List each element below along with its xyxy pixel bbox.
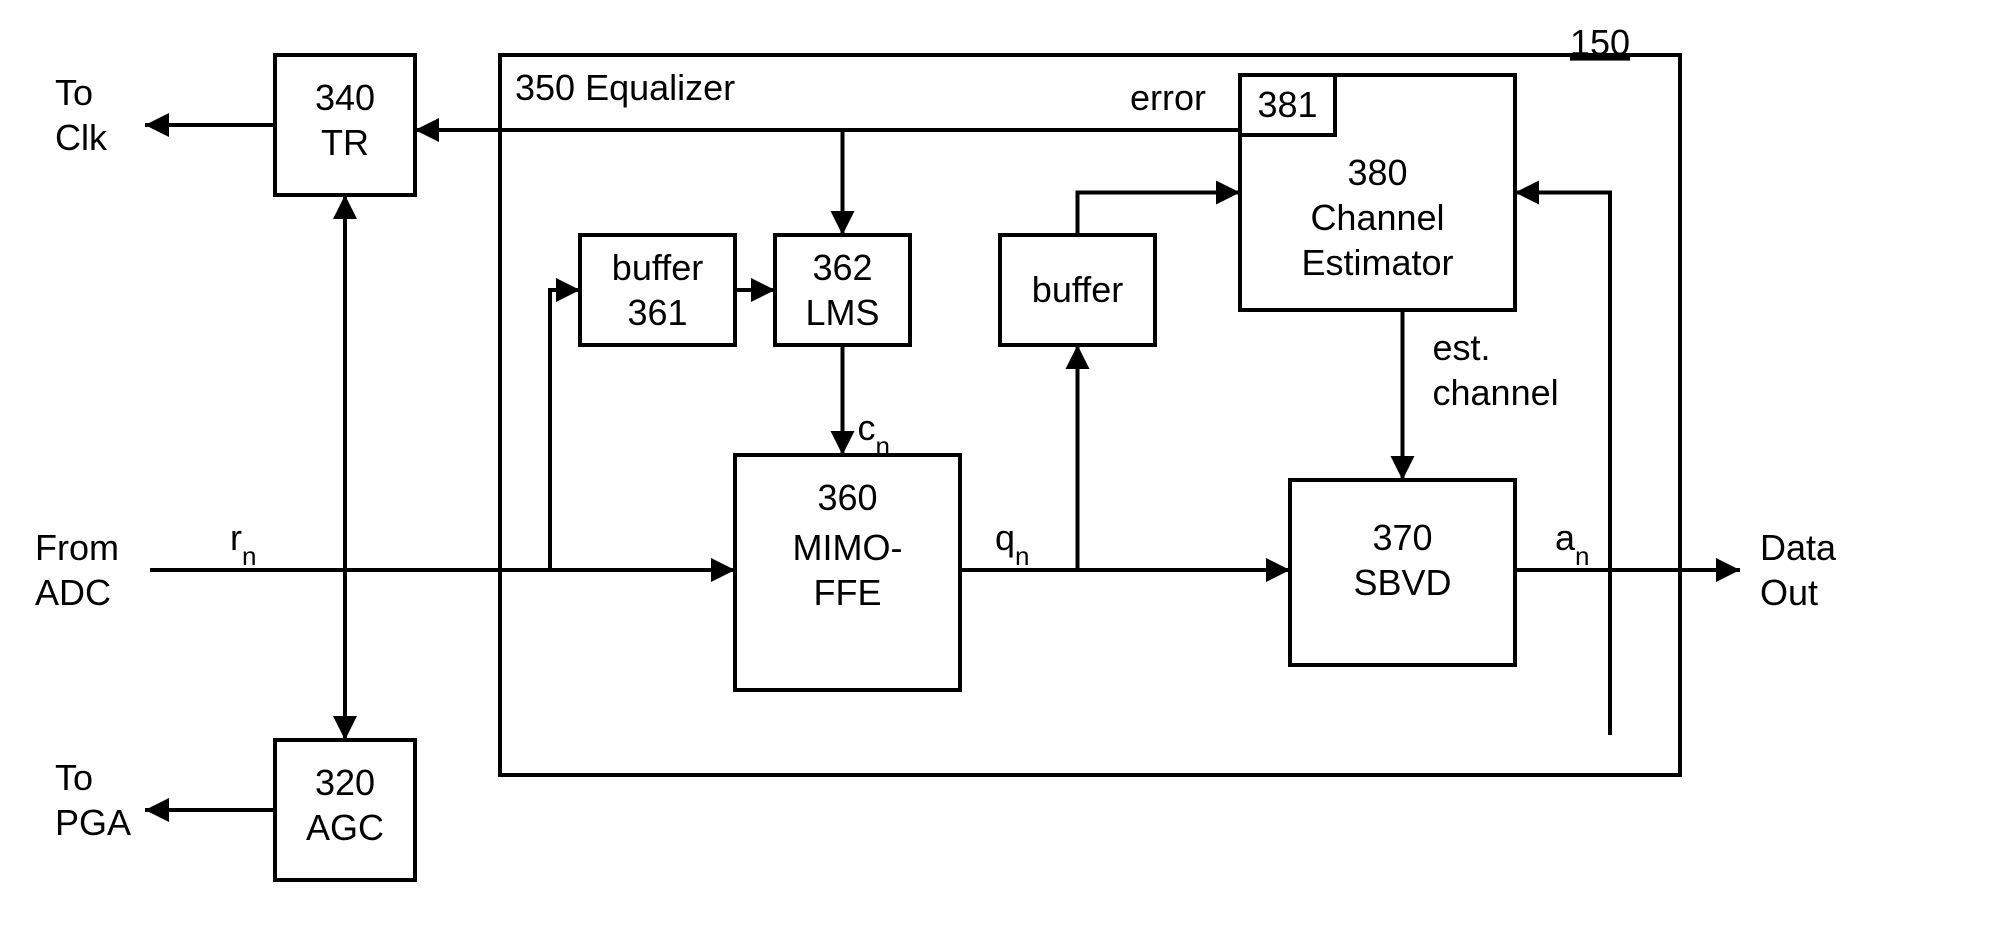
svg-text:LMS: LMS — [805, 292, 879, 333]
figure-ref: 150 — [1570, 22, 1630, 63]
svg-text:AGC: AGC — [306, 807, 384, 848]
svg-text:380: 380 — [1347, 152, 1407, 193]
svg-text:PGA: PGA — [55, 802, 131, 843]
svg-text:buffer: buffer — [612, 247, 703, 288]
svg-text:350 Equalizer: 350 Equalizer — [515, 67, 735, 108]
svg-text:360: 360 — [817, 477, 877, 518]
svg-text:Channel: Channel — [1310, 197, 1444, 238]
svg-text:370: 370 — [1372, 517, 1432, 558]
svg-text:Clk: Clk — [55, 117, 108, 158]
svg-text:FFE: FFE — [814, 572, 882, 613]
svg-text:buffer: buffer — [1032, 269, 1123, 310]
svg-text:Out: Out — [1760, 572, 1818, 613]
signal-rn: rn — [230, 517, 256, 571]
svg-text:361: 361 — [627, 292, 687, 333]
svg-text:To: To — [55, 757, 93, 798]
svg-text:362: 362 — [812, 247, 872, 288]
svg-text:340: 340 — [315, 77, 375, 118]
svg-text:MIMO-: MIMO- — [793, 527, 903, 568]
svg-text:Data: Data — [1760, 527, 1837, 568]
svg-text:From: From — [35, 527, 119, 568]
svg-text:Estimator: Estimator — [1301, 242, 1453, 283]
svg-text:TR: TR — [321, 122, 369, 163]
svg-text:est.: est. — [1433, 327, 1491, 368]
svg-text:381: 381 — [1257, 84, 1317, 125]
svg-text:320: 320 — [315, 762, 375, 803]
svg-text:ADC: ADC — [35, 572, 111, 613]
equalizer-block-diagram: 340TR320AGC350 Equalizerbuffer361362LMSb… — [0, 0, 1993, 933]
svg-text:SBVD: SBVD — [1353, 562, 1451, 603]
svg-text:channel: channel — [1433, 372, 1559, 413]
signal-error: error — [1130, 77, 1206, 118]
svg-text:To: To — [55, 72, 93, 113]
